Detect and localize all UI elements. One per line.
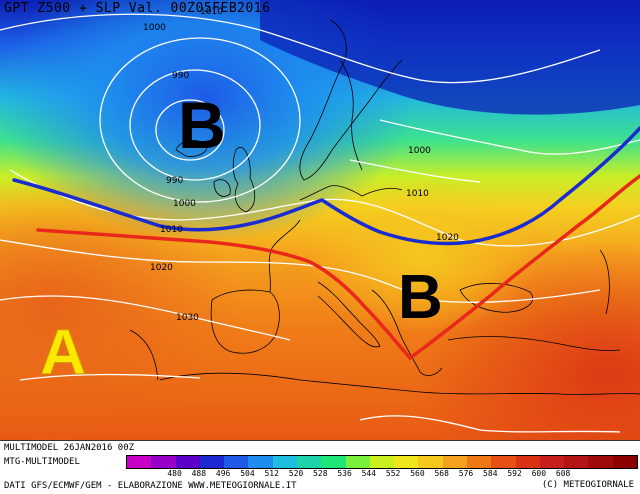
isobar-label: 1030 [176,313,199,323]
isobar-label: 1010 [200,7,223,17]
scale-tick-label: 568 [434,469,449,478]
low-pressure-center: B [178,88,226,162]
scale-tick-label: 496 [215,469,231,478]
scale-swatch [296,456,322,468]
scale-tick-label: 504 [240,469,255,478]
scale-tick-label: 480 [167,469,182,478]
scale-swatch [151,456,176,468]
scale-tick-label: 600 [531,469,547,478]
scale-tick-label: 512 [264,469,279,478]
scale-tick-label: 528 [313,469,328,478]
scale-tick-label: 560 [410,469,425,478]
scale-tick-label: 488 [191,469,207,478]
scale-swatch [369,456,395,468]
isobar-label: 1000 [173,199,196,209]
isobar-label: 1000 [143,23,166,33]
scale-swatch [491,456,516,468]
scale-tick-label: 544 [361,469,377,478]
scale-tick-label: 520 [288,469,304,478]
scale-swatch [539,456,565,468]
scale-tick-label: 608 [555,469,571,478]
scale-swatch [418,456,443,468]
scale-tick-label: 592 [507,469,522,478]
scale-swatch [272,456,297,468]
scale-swatch [175,456,200,468]
isobar-label: 990 [172,71,189,81]
scale-swatch [321,456,346,468]
scale-swatch [466,456,492,468]
scale-swatch [345,456,370,468]
copyright-label: (C) METEOGIORNALE [541,480,634,490]
blue-trough-line [12,126,640,246]
scale-swatch [515,456,540,468]
scale-swatch [127,456,152,468]
pressure-labels: 1000 990 990 1000 1010 1020 1030 1000 10… [143,7,459,323]
data-source-label: DATI GFS/ECMWF/GEM - ELABORAZIONE WWW.ME… [4,481,297,491]
color-scale-labels: 480 488 496 504 512 520 528 536 544 552 560 568 576 5… [126,469,636,479]
isobar-label: 1020 [150,263,173,273]
scale-swatch [224,456,249,468]
low-pressure-center: B [398,263,443,332]
isobar-label: 1020 [436,233,459,243]
scale-swatch [612,456,637,468]
scale-tick-label: 536 [337,469,352,478]
scale-tick-label: 584 [483,469,498,478]
scale-swatch [199,456,225,468]
scale-swatch [442,456,467,468]
model-run-label: MULTIMODEL 26JAN2016 00Z [4,443,135,453]
isobar-label: 990 [166,176,183,186]
chart-title: GPT Z500 + SLP Val. 00Z05FEB2016 [4,1,271,16]
scale-swatch [394,456,419,468]
scale-swatch [248,456,273,468]
scale-swatch [564,456,589,468]
isobars [0,13,640,433]
model-short-label: MTG-MULTIMODEL [4,457,80,467]
isobar-label: 1010 [160,225,183,235]
scale-tick-label: 552 [385,469,401,478]
color-scale-bar [126,455,638,469]
isobar-label: 1010 [406,189,429,199]
red-ridge-line [36,174,640,361]
isobar-label: 1000 [408,146,431,156]
coastlines [129,19,640,395]
scale-swatch [588,456,613,468]
scale-tick-label: 576 [458,469,474,478]
high-pressure-center: A [40,316,86,388]
